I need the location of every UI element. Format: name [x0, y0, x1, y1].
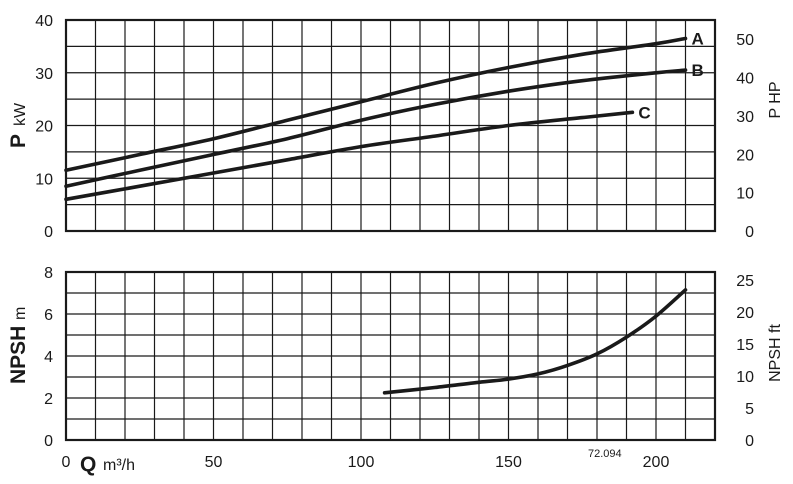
power-curve-b — [64, 68, 688, 188]
npsh-ylabel-unit: m — [12, 307, 29, 320]
curve-label-a: A — [692, 29, 704, 48]
curve-label-b: B — [692, 61, 704, 80]
curve-label-c: C — [638, 103, 650, 122]
flow-x-tick-label: 200 — [643, 454, 670, 471]
power-curve-a — [64, 36, 688, 173]
power-chart-panel: 0 10 20 30 40 0 10 20 30 40 50 AB C P kW P HP — [7, 13, 784, 241]
power-ylabel-main: P — [7, 134, 30, 148]
power-y2-tick-label: 0 — [745, 224, 754, 241]
npsh-y2-tick-label: 20 — [736, 305, 754, 322]
npsh-y-tick-label: 8 — [44, 265, 53, 282]
power-y2-tick-label: 50 — [736, 32, 754, 49]
npsh-chart-panel: 0 2 4 6 8 0 5 10 15 20 25 0 50 100 150 200 NPSH m NPS… — [7, 265, 784, 476]
npsh-chart-grid — [66, 272, 715, 440]
npsh-ft-tick-labels: 0 5 10 15 20 25 — [736, 273, 754, 450]
power-y2-tick-label: 40 — [736, 71, 754, 88]
flow-x-tick-label: 50 — [205, 454, 223, 471]
npsh-m-tick-labels: 0 2 4 6 8 — [44, 265, 53, 450]
power-chart-frame — [64, 18, 717, 233]
power-y2label: P HP — [767, 81, 784, 118]
flow-tick-labels: 0 50 100 150 200 — [62, 454, 670, 471]
npsh-y2-tick-label: 25 — [736, 273, 754, 290]
power-curves — [64, 36, 688, 202]
power-ylabel-unit: kW — [12, 102, 29, 126]
flow-x-tick-label: 150 — [495, 454, 522, 471]
flow-x-tick-label: 0 — [62, 454, 71, 471]
figure-reference: 72.094 — [588, 448, 622, 460]
power-hp-tick-labels: 0 10 20 30 40 50 — [736, 32, 754, 241]
power-kw-tick-labels: 0 10 20 30 40 — [35, 13, 53, 241]
power-y-tick-label: 0 — [44, 224, 53, 241]
flow-xlabel-unit: m³/h — [103, 457, 135, 474]
npsh-y-tick-label: 4 — [44, 349, 53, 366]
power-curve-c — [64, 110, 635, 202]
npsh-y-tick-label: 0 — [44, 433, 53, 450]
npsh-ylabel-main: NPSH — [7, 326, 30, 384]
power-y-tick-label: 20 — [35, 119, 53, 136]
npsh-curve-required — [382, 288, 688, 395]
npsh-y2-tick-label: 10 — [736, 369, 754, 386]
npsh-y2label: NPSH ft — [767, 324, 784, 382]
npsh-chart-frame — [64, 270, 717, 442]
npsh-y2-tick-label: 15 — [736, 337, 754, 354]
power-chart-grid — [66, 20, 715, 231]
power-y2-tick-label: 10 — [736, 186, 754, 203]
power-y2-tick-label: 20 — [736, 147, 754, 164]
npsh-y-tick-label: 6 — [44, 307, 53, 324]
npsh-y2-tick-label: 5 — [745, 401, 754, 418]
npsh-y-tick-label: 2 — [44, 391, 53, 408]
power-y2-tick-label: 30 — [736, 109, 754, 126]
npsh-y2-tick-label: 0 — [745, 433, 754, 450]
power-y-tick-label: 30 — [35, 66, 53, 83]
power-curve-labels: AB C — [638, 29, 703, 122]
npsh-curves — [382, 288, 688, 395]
flow-xlabel-main: Q — [80, 453, 96, 476]
power-y-tick-label: 10 — [35, 171, 53, 188]
flow-x-tick-label: 100 — [348, 454, 375, 471]
power-y-tick-label: 40 — [35, 13, 53, 30]
